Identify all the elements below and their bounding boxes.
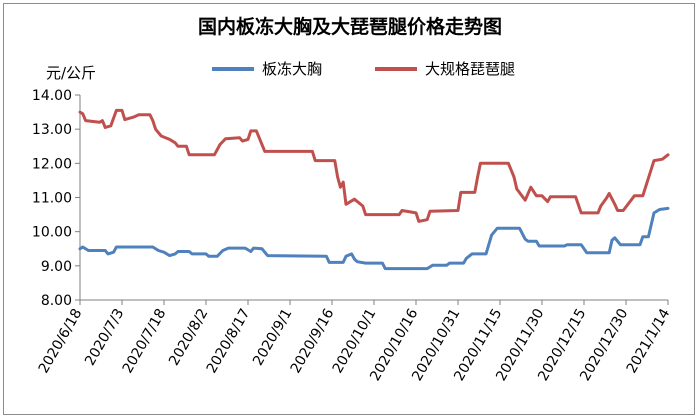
y-tick-label: 9.00 xyxy=(41,259,72,275)
y-tick-label: 10.00 xyxy=(32,225,72,241)
chart-title: 国内板冻大胸及大琵琶腿价格走势图 xyxy=(197,16,502,38)
x-tick-label: 2020/8/17 xyxy=(204,306,254,376)
y-tick-label: 13.00 xyxy=(32,122,72,138)
y-tick-label: 11.00 xyxy=(32,191,72,207)
x-tick-label: 2020/9/16 xyxy=(288,306,338,376)
series-line-breast xyxy=(78,206,670,271)
legend-item-breast: 板冻大胸 xyxy=(212,58,322,79)
x-tick-label: 2020/7/3 xyxy=(82,306,127,368)
x-tick-label: 2020/6/18 xyxy=(36,306,86,376)
series-line-drumstick xyxy=(78,108,670,223)
y-tick-label: 14.00 xyxy=(32,88,72,104)
legend-swatch-drumstick xyxy=(375,66,417,71)
y-tick-label: 12.00 xyxy=(32,156,72,172)
legend-label-drumstick: 大规格琵琶腿 xyxy=(425,60,516,78)
legend-swatch-breast xyxy=(212,66,254,71)
legend-item-drumstick: 大规格琵琶腿 xyxy=(375,58,515,79)
x-tick-label: 2020/8/2 xyxy=(166,306,211,368)
x-tick-label: 2020/9/1 xyxy=(250,306,295,368)
y-tick-label: 8.00 xyxy=(41,293,72,309)
x-tick-label: 2020/7/18 xyxy=(120,306,170,376)
x-tick-label: 2021/1/14 xyxy=(624,306,674,376)
legend-label-breast: 板冻大胸 xyxy=(262,60,323,78)
x-tick-label: 2020/10/1 xyxy=(330,306,380,376)
y-axis-unit: 元/公斤 xyxy=(46,64,97,82)
